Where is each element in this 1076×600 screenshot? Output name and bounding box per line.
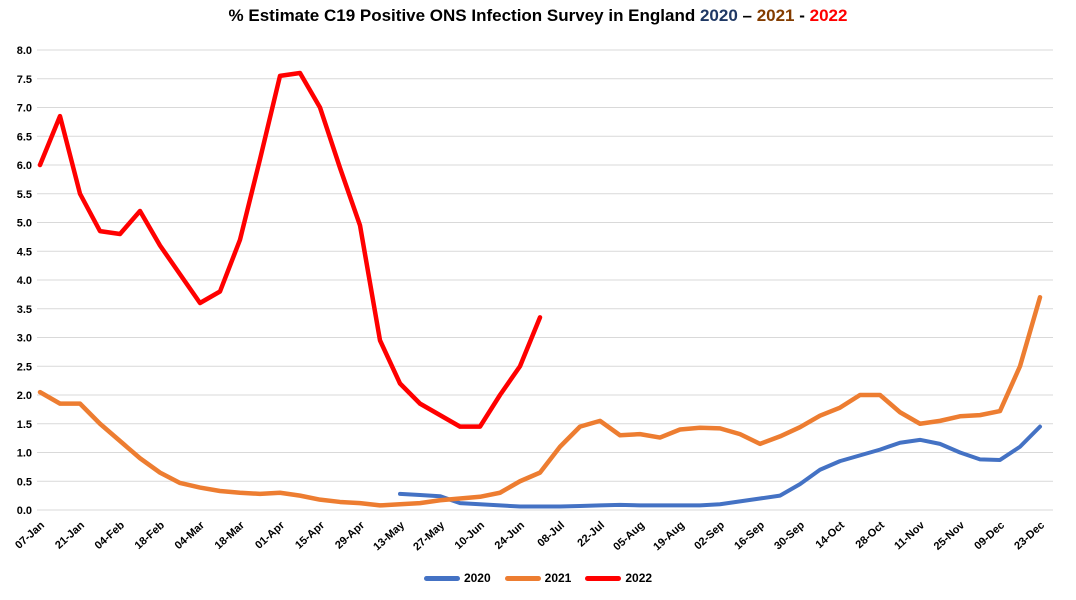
x-axis-tick-label: 07-Jan <box>13 519 47 551</box>
chart-title-segment: 2021 <box>756 6 795 25</box>
y-axis-tick-label: 0.5 <box>17 476 32 488</box>
legend-label: 2022 <box>625 571 653 585</box>
x-axis-tick-label: 15-Apr <box>293 519 327 552</box>
y-axis-tick-label: 7.5 <box>17 74 32 86</box>
y-axis-tick-label: 8.0 <box>17 45 32 57</box>
legend-label: 2021 <box>544 571 572 585</box>
x-axis-tick-label: 22-Jul <box>575 519 607 549</box>
x-axis-tick-label: 23-Dec <box>1012 519 1047 552</box>
x-axis-tick-label: 21-Jan <box>53 519 87 551</box>
y-axis-tick-label: 6.0 <box>17 160 32 172</box>
legend-swatch-icon <box>504 575 541 581</box>
y-axis-tick-label: 1.0 <box>17 448 32 460</box>
x-axis-tick-label: 16-Sep <box>732 519 767 552</box>
y-axis-tick-label: 0.0 <box>17 505 32 517</box>
chart-title: % Estimate C19 Positive ONS Infection Su… <box>0 6 1076 26</box>
x-axis-tick-label: 05-Aug <box>611 519 647 553</box>
x-axis-tick-label: 04-Feb <box>93 519 128 552</box>
chart-title-segment: - <box>794 6 810 25</box>
legend-item-2020: 2020 <box>423 571 491 585</box>
x-axis-tick-label: 28-Oct <box>854 519 888 551</box>
x-axis-tick-label: 18-Feb <box>133 519 168 552</box>
x-axis-tick-label: 25-Nov <box>932 519 968 553</box>
x-axis-tick-label: 18-Mar <box>213 519 248 552</box>
legend-swatch-icon <box>585 575 622 581</box>
series-line-2022 <box>37 70 543 429</box>
x-axis-tick-label: 27-May <box>411 519 447 553</box>
x-axis-tick-label: 09-Dec <box>972 519 1007 552</box>
legend-item-2022: 2022 <box>585 571 652 585</box>
x-axis-tick-label: 19-Aug <box>651 519 687 553</box>
x-axis-tick-label: 11-Nov <box>892 519 927 553</box>
y-axis-tick-label: 5.5 <box>17 189 32 201</box>
x-axis-tick-label: 02-Sep <box>692 519 727 552</box>
y-axis-tick-label: 2.0 <box>17 390 32 402</box>
y-axis-tick-label: 1.5 <box>17 419 32 431</box>
x-axis-tick-label: 01-Apr <box>253 519 287 552</box>
series-line-2021 <box>37 295 1043 508</box>
chart-title-segment: 2022 <box>809 6 848 25</box>
x-axis-tick-label: 10-Jun <box>453 519 488 552</box>
x-axis-tick-label: 14-Oct <box>814 519 848 551</box>
x-axis-tick-label: 30-Sep <box>772 519 807 552</box>
y-axis-tick-label: 6.5 <box>17 131 32 143</box>
y-axis-tick-label: 3.0 <box>17 333 32 345</box>
y-axis-tick-label: 7.0 <box>17 103 32 115</box>
x-axis-tick-label: 13-May <box>371 519 407 553</box>
y-axis-tick-label: 4.5 <box>17 246 32 258</box>
legend-item-2021: 2021 <box>504 571 572 585</box>
y-axis-tick-label: 5.0 <box>17 218 32 230</box>
chart-title-segment: – <box>737 6 757 25</box>
y-axis-tick-label: 3.5 <box>17 304 32 316</box>
legend-swatch-icon <box>423 575 460 581</box>
legend: 2020 2021 2022 <box>0 571 1076 585</box>
x-axis-tick-label: 04-Mar <box>173 519 208 552</box>
legend-label: 2020 <box>463 571 491 585</box>
x-axis-tick-label: 08-Jul <box>535 519 567 549</box>
chart-title-segment: % Estimate C19 Positive ONS Infection Su… <box>228 6 700 25</box>
y-axis-tick-label: 4.0 <box>17 275 32 287</box>
x-axis-tick-label: 29-Apr <box>333 519 367 552</box>
y-axis-tick-label: 2.5 <box>17 361 32 373</box>
chart-title-segment: 2020 <box>699 6 738 25</box>
x-axis-tick-label: 24-Jun <box>493 519 528 552</box>
series-line-2020 <box>398 424 1042 509</box>
